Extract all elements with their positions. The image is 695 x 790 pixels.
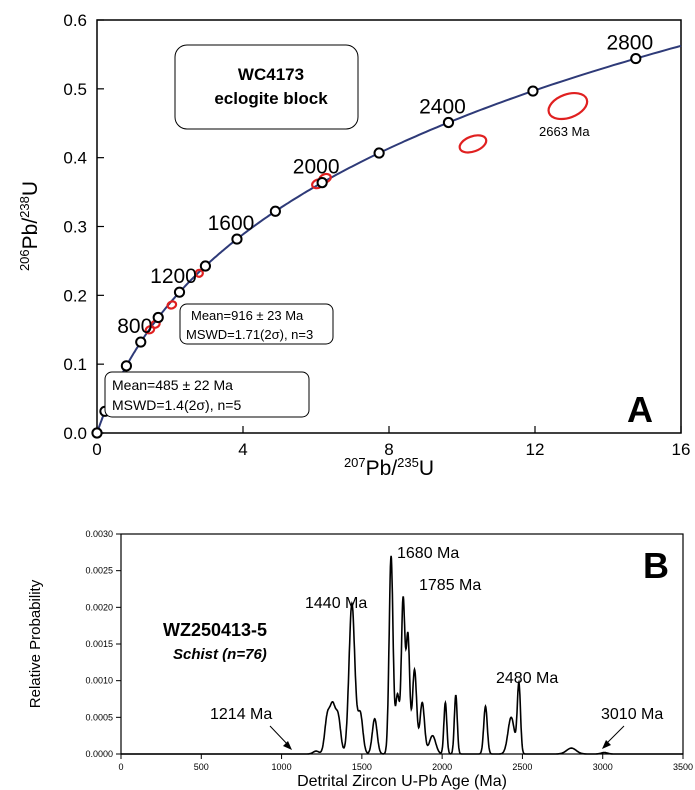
age-marker [173, 286, 186, 298]
y-axis-title-b: Relative Probability [27, 579, 44, 708]
y-tick-label-b: 0.0015 [85, 639, 113, 649]
peak-label-2480: 2480 Ma [496, 670, 558, 687]
y-tick-label-a: 0.5 [63, 80, 87, 99]
age-label: 2400 [419, 96, 466, 119]
y-tick-label-a: 0.6 [63, 11, 87, 30]
age-marker [120, 360, 133, 372]
y-tick-label-a: 0.3 [63, 218, 87, 237]
sample-box-a [174, 44, 359, 130]
age-label: 1600 [208, 212, 255, 235]
sample-description-b: Schist (n=76) [173, 646, 267, 663]
age-marker [269, 205, 281, 217]
y-tick-label-b: 0.0020 [85, 602, 113, 612]
y-tick-label-b: 0.0000 [85, 749, 113, 759]
peak-label-1785: 1785 Ma [419, 577, 481, 594]
mean-annotation-box-1 [179, 303, 334, 345]
y-axis-title-a: 206Pb/238U [17, 181, 42, 271]
peak-label-1680: 1680 Ma [397, 545, 459, 562]
age-marker [152, 311, 164, 324]
age-labels: 800 1200 1600 2000 2400 2800 [117, 32, 653, 338]
mean-annotation-2-line1: Mean=485 ± 22 Ma [112, 377, 233, 393]
x-tick-label-a: 12 [526, 440, 545, 459]
x-tick-label-b: 1500 [352, 762, 372, 772]
concordia-panel: 0 4 8 12 16 0.0 0.1 0.2 0.3 0.4 0.5 0.6 800 1200 1600… [17, 11, 690, 480]
x-tick-label-b: 3000 [593, 762, 613, 772]
y-tick-label-b: 0.0005 [85, 712, 113, 722]
error-ellipse [458, 134, 488, 154]
axis-ticks-a: 0 4 8 12 16 0.0 0.1 0.2 0.3 0.4 0.5 0.6 [63, 11, 690, 459]
y-tick-label-a: 0.1 [63, 355, 87, 374]
age-label: 2800 [606, 32, 653, 55]
panel-label-a: A [627, 389, 653, 430]
mean-annotation-1-line1: Mean=916 ± 23 Ma [191, 308, 304, 323]
x-tick-label-b: 1000 [272, 762, 292, 772]
x-tick-label-a: 16 [672, 440, 691, 459]
probability-curve [121, 555, 683, 755]
x-tick-label-a: 4 [238, 440, 247, 459]
error-ellipse [547, 91, 589, 121]
peak-label-1440: 1440 Ma [305, 595, 367, 612]
mean-annotation-2-line2: MSWD=1.4(2σ), n=5 [112, 397, 241, 413]
probability-panel: 0 500 1000 1500 2000 2500 3000 3500 0.0000 0.0005… [27, 529, 693, 790]
arrowhead-3010-icon [602, 740, 611, 749]
age-marker [199, 260, 212, 272]
age-label: 2000 [293, 156, 340, 179]
x-tick-label-b: 0 [118, 762, 123, 772]
peak-label-1214: 1214 Ma [210, 706, 272, 723]
age-label: 1200 [150, 265, 197, 288]
x-axis-title-a: 207Pb/235U [344, 455, 434, 480]
y-tick-label-a: 0.0 [63, 424, 87, 443]
x-tick-label-a: 0 [92, 440, 101, 459]
age-marker [316, 177, 328, 189]
age-marker [442, 116, 455, 129]
sample-type-a: eclogite block [214, 89, 328, 108]
age-marker [135, 336, 147, 348]
x-tick-label-b: 500 [194, 762, 209, 772]
age-label: 800 [117, 315, 152, 338]
y-tick-label-b: 0.0025 [85, 566, 113, 576]
mean-annotation-box-2 [104, 371, 310, 418]
sample-name-b: WZ250413-5 [163, 620, 267, 640]
panel-label-b: B [643, 545, 669, 586]
mean-annotation-1-line2: MSWD=1.71(2σ), n=3 [186, 327, 313, 342]
x-tick-label-b: 2500 [512, 762, 532, 772]
age-marker [630, 52, 642, 65]
y-tick-label-b: 0.0010 [85, 676, 113, 686]
x-tick-label-a: 8 [384, 440, 393, 459]
y-tick-label-a: 0.2 [63, 286, 87, 305]
error-ellipse [194, 268, 204, 278]
arrowhead-1214-icon [283, 741, 292, 750]
x-tick-label-b: 2000 [432, 762, 452, 772]
y-tick-label-a: 0.4 [63, 149, 87, 168]
age-marker [527, 85, 539, 97]
age-marker [91, 427, 103, 439]
x-axis-title-b: Detrital Zircon U-Pb Age (Ma) [297, 773, 507, 790]
age-marker [373, 147, 385, 159]
y-tick-label-b: 0.0030 [85, 529, 113, 539]
sample-name-a: WC4173 [238, 65, 304, 84]
ellipse-age-label: 2663 Ma [539, 124, 590, 139]
peak-label-3010: 3010 Ma [601, 706, 663, 723]
age-marker [231, 233, 243, 245]
x-tick-label-b: 3500 [673, 762, 693, 772]
error-ellipse [166, 300, 178, 310]
axis-ticks-b: 0 500 1000 1500 2000 2500 3000 3500 0.0000 0.0005… [85, 529, 693, 772]
